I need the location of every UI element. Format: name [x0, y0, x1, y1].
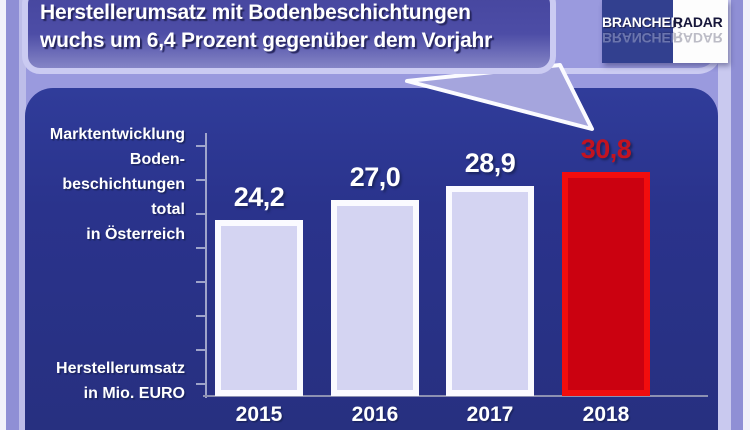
bar-2015 — [215, 220, 303, 396]
logo-text-branchen: BRANCHEN — [602, 14, 681, 30]
y-axis-tick — [196, 145, 205, 147]
bar-value-label-2016: 27,0 — [349, 162, 401, 192]
y-axis-tick — [196, 247, 205, 249]
y-axis-tick — [196, 213, 205, 215]
chart-title-line: in Österreich — [86, 226, 185, 243]
y-axis-tick — [196, 315, 205, 317]
y-axis-tick — [196, 349, 205, 351]
logo-text-radar-reflection: RADAR — [673, 30, 723, 46]
headline-line-2: wuchs um 6,4 Prozent gegenüber dem Vorja… — [40, 29, 493, 52]
chart-title-line: Boden- — [129, 151, 185, 168]
bar-2017 — [446, 186, 534, 396]
chart-title-line: total — [151, 201, 185, 218]
logo-wordmark-reflection: BRANCHEN RADAR — [602, 30, 728, 46]
chart-title-line: Marktentwicklung — [49, 126, 185, 143]
x-axis-baseline — [203, 395, 708, 397]
axis-unit-label: Herstellerumsatz in Mio. EURO — [33, 356, 185, 406]
y-axis-tick — [196, 281, 205, 283]
headline-speech-bubble: Herstellerumsatz mit Bodenbeschichtungen… — [22, 0, 556, 74]
page-edge-right-purple — [731, 0, 743, 430]
chart-title: Marktentwicklung Boden- beschichtungen t… — [33, 122, 185, 247]
headline-line-1: Herstellerumsatz mit Bodenbeschichtungen — [40, 1, 471, 24]
y-axis-line — [205, 133, 207, 398]
logo-text-radar: RADAR — [673, 14, 723, 30]
x-axis-label-2018: 2018 — [582, 403, 630, 426]
page-edge-left-white — [0, 0, 6, 430]
y-axis-tick — [196, 383, 205, 385]
x-axis-label-2015: 2015 — [235, 403, 283, 426]
x-axis-label-2017: 2017 — [466, 403, 514, 426]
bar-value-label-2017: 28,9 — [464, 148, 516, 178]
page-edge-left-purple — [6, 0, 19, 430]
x-axis-label-2016: 2016 — [351, 403, 399, 426]
bar-value-label-2018: 30,8 — [580, 134, 632, 164]
logo-wordmark: BRANCHEN RADAR — [602, 14, 728, 30]
chart-panel: Marktentwicklung Boden- beschichtungen t… — [25, 88, 718, 430]
page-edge-left-glow — [19, 0, 26, 430]
page-edge-right-white — [743, 0, 750, 430]
logo-blue-box — [602, 0, 673, 63]
logo-text-branchen-reflection: BRANCHEN — [602, 30, 681, 46]
branchenradar-logo: BRANCHEN RADAR BRANCHEN RADAR — [602, 0, 728, 63]
y-axis-tick — [196, 179, 205, 181]
bar-value-label-2015: 24,2 — [233, 182, 285, 212]
page-edge-right-glow — [718, 0, 731, 430]
logo-white-box — [673, 0, 728, 63]
axis-unit-line: Herstellerumsatz — [56, 360, 185, 377]
bar-2018 — [562, 172, 650, 396]
chart-title-line: beschichtungen — [62, 176, 185, 193]
bar-2016 — [331, 200, 419, 396]
axis-unit-line: in Mio. EURO — [83, 385, 185, 402]
